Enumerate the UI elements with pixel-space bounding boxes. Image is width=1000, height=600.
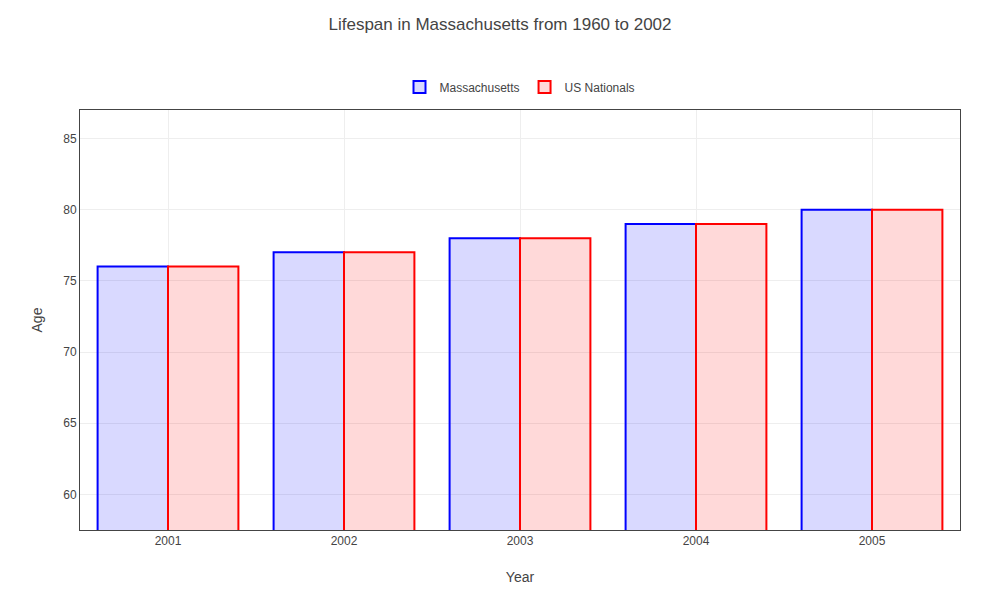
svg-text:85: 85: [63, 132, 77, 146]
svg-text:Massachusetts: Massachusetts: [440, 81, 520, 95]
svg-text:US Nationals: US Nationals: [565, 81, 635, 95]
svg-text:75: 75: [63, 274, 77, 288]
svg-text:60: 60: [63, 488, 77, 502]
svg-text:Year: Year: [506, 569, 535, 585]
svg-text:80: 80: [63, 203, 77, 217]
svg-text:2001: 2001: [155, 534, 182, 548]
svg-text:2004: 2004: [683, 534, 710, 548]
svg-text:2005: 2005: [859, 534, 886, 548]
svg-text:65: 65: [63, 416, 77, 430]
svg-text:2003: 2003: [507, 534, 534, 548]
svg-text:Age: Age: [29, 307, 45, 332]
svg-text:Lifespan in Massachusetts from: Lifespan in Massachusetts from 1960 to 2…: [328, 15, 671, 34]
svg-text:70: 70: [63, 345, 77, 359]
svg-text:2002: 2002: [331, 534, 358, 548]
